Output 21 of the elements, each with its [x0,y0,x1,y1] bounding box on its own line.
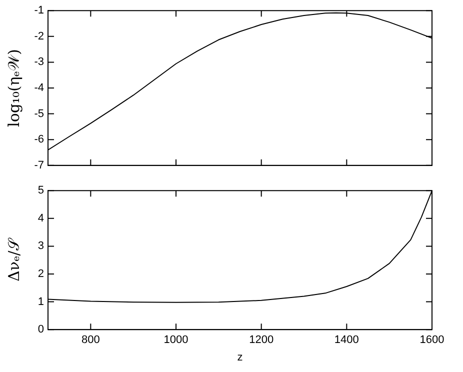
x-tick-label: 1000 [164,334,188,346]
x-axis-title: z [237,351,243,364]
x-tick-label: 1400 [334,334,359,346]
x-tick-label: 1200 [249,334,274,346]
y-tick-label: 3 [38,240,44,252]
y-tick-label: 1 [38,296,44,308]
x-tick-label: 800 [81,334,100,346]
y-tick-label: -1 [34,4,44,17]
y-tick-label: -3 [34,56,44,68]
y-axis-title: log₁₀(ηₑ𝒲) [4,49,23,127]
y-tick-label: -5 [34,108,44,120]
y-tick-label: -7 [34,159,44,172]
y-tick-label: 2 [38,268,44,280]
x-tick-label: 1600 [420,334,444,346]
y-tick-label: -2 [34,30,44,42]
y-tick-label: 0 [38,324,44,336]
y-tick-label: 5 [38,184,44,197]
y-tick-label: 4 [38,212,44,224]
y-axis-title: Δνₑ/𝒮 [4,238,23,282]
y-tick-label: -6 [34,134,44,146]
y-tick-label: -4 [34,82,44,94]
